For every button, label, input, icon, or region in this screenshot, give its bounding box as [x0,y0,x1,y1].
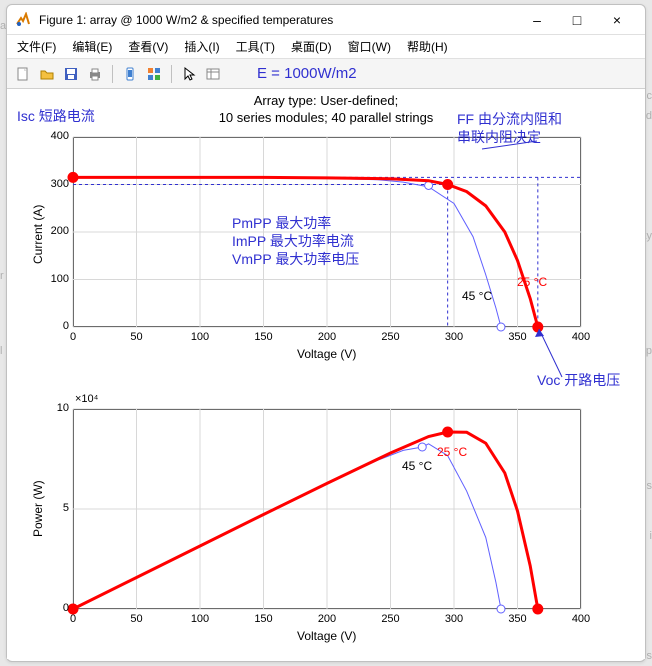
ytick-label: 0 [39,602,69,614]
maximize-button[interactable]: □ [557,6,597,34]
xtick-label: 100 [190,331,210,343]
matlab-icon [15,12,31,28]
ytick-label: 200 [39,225,69,237]
menu-tools[interactable]: 工具(T) [232,36,279,57]
ytick-label: 0 [39,320,69,332]
figure-window: Figure 1: array @ 1000 W/m2 & specified … [6,4,646,662]
print-icon[interactable] [85,64,105,84]
pv-chart [73,409,581,609]
pv-xlabel: Voltage (V) [297,629,356,643]
toolbar: E = 1000W/m2 [7,59,645,89]
vmpp-line: VmPP 最大功率电压 [232,250,359,268]
xtick-label: 200 [317,331,337,343]
xtick-label: 50 [127,613,147,625]
voc-annot: Voc 开路电压 [537,371,620,389]
bg-text: d [646,110,652,122]
ytick-label: 400 [39,130,69,142]
menubar: 文件(F) 编辑(E) 查看(V) 插入(I) 工具(T) 桌面(D) 窗口(W… [7,35,645,59]
bg-text: s [647,480,652,492]
pointer-icon[interactable] [179,64,199,84]
menu-window[interactable]: 窗口(W) [344,36,395,57]
close-button[interactable]: × [597,6,637,34]
titlebar[interactable]: Figure 1: array @ 1000 W/m2 & specified … [7,5,645,35]
xtick-label: 300 [444,613,464,625]
device-icon[interactable] [120,64,140,84]
t25-annot-1: 25 °C [517,275,547,291]
mpp-annot: PmPP 最大功率 ImPP 最大功率电流 VmPP 最大功率电压 [232,214,359,269]
chart-title-line1: Array type: User-defined; [7,93,645,110]
iv-xlabel: Voltage (V) [297,347,356,361]
menu-desktop[interactable]: 桌面(D) [287,36,336,57]
xtick-label: 250 [381,331,401,343]
menu-insert[interactable]: 插入(I) [180,36,223,57]
inspect-icon[interactable] [203,64,223,84]
figure-area: Array type: User-defined; 10 series modu… [7,89,645,659]
window-title: Figure 1: array @ 1000 W/m2 & specified … [39,13,517,27]
t45-annot-1: 45 °C [462,289,492,305]
xtick-label: 150 [254,331,274,343]
xtick-label: 350 [508,331,528,343]
open-icon[interactable] [37,64,57,84]
ytick-label: 10 [39,402,69,414]
menu-help[interactable]: 帮助(H) [403,36,452,57]
xtick-label: 50 [127,331,147,343]
menu-edit[interactable]: 编辑(E) [68,36,116,57]
bg-text: l [0,345,2,357]
xtick-label: 300 [444,331,464,343]
t45-annot-2: 45 °C [402,459,432,475]
irradiance-label: E = 1000W/m2 [257,65,357,82]
impp-line: ImPP 最大功率电流 [232,232,359,250]
ff-annot: FF 由分流内阻和 串联内阻决定 [457,110,562,146]
pmpp-line: PmPP 最大功率 [232,214,359,232]
pv-ymult: ×10⁴ [75,393,98,405]
t25-annot-2: 25 °C [437,445,467,461]
xtick-label: 0 [63,331,83,343]
xtick-label: 350 [508,613,528,625]
ytick-label: 300 [39,178,69,190]
ytick-label: 100 [39,273,69,285]
bg-text: r [0,270,4,282]
xtick-label: 100 [190,613,210,625]
xtick-label: 200 [317,613,337,625]
ytick-label: 5 [39,502,69,514]
ff-line2: 串联内阻决定 [457,128,562,146]
bg-text: c [647,90,652,102]
xtick-label: 400 [571,613,591,625]
xtick-label: 250 [381,613,401,625]
xtick-label: 150 [254,613,274,625]
separator [112,65,113,83]
bg-text: p [646,345,652,357]
xtick-label: 400 [571,331,591,343]
grid-icon[interactable] [144,64,164,84]
menu-view[interactable]: 查看(V) [124,36,172,57]
separator [171,65,172,83]
ff-line1: FF 由分流内阻和 [457,110,562,128]
minimize-button[interactable]: – [517,6,557,34]
xtick-label: 0 [63,613,83,625]
isc-annot: Isc 短路电流 [17,107,95,125]
save-icon[interactable] [61,64,81,84]
menu-file[interactable]: 文件(F) [13,36,60,57]
new-icon[interactable] [13,64,33,84]
